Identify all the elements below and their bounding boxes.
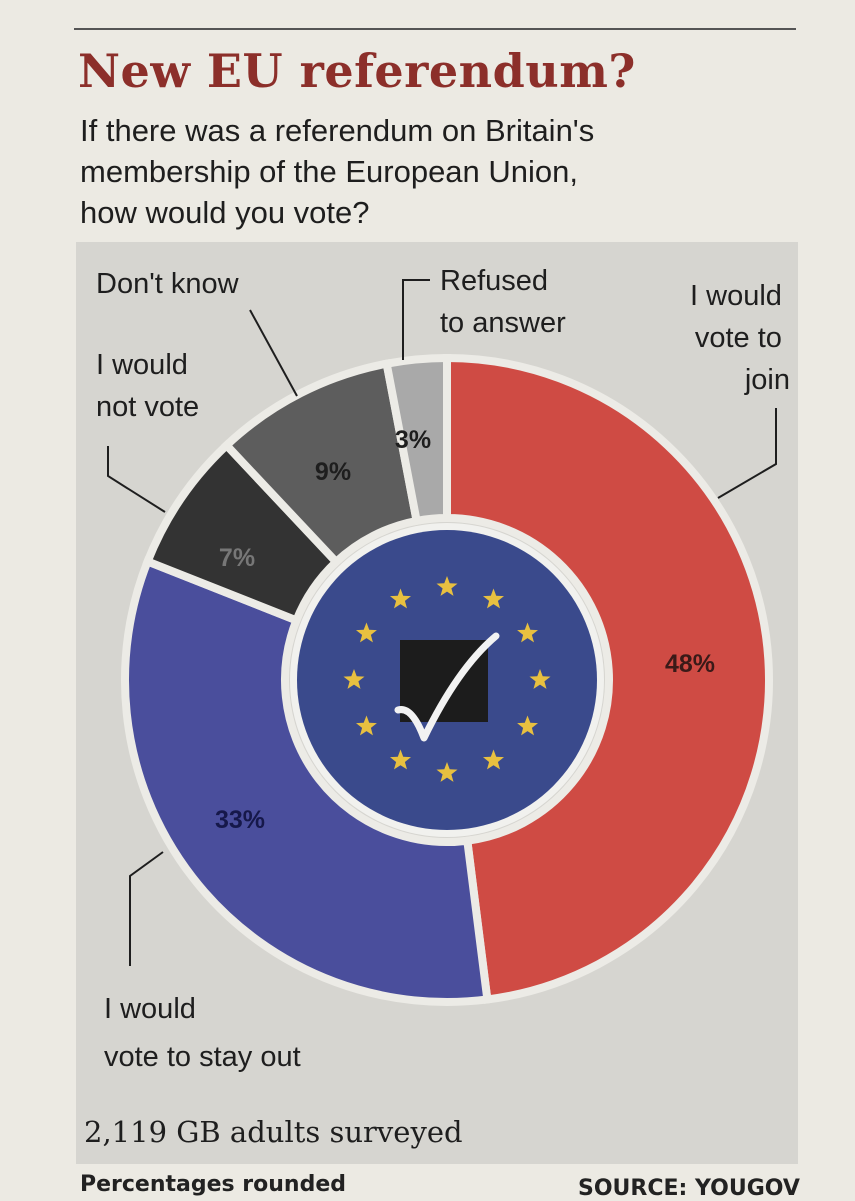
star-icon	[390, 749, 411, 770]
slice-value-join: 48%	[665, 650, 715, 678]
subtitle-line-1: If there was a referendum on Britain's	[80, 113, 595, 148]
label-not-vote: I would not vote	[96, 349, 199, 423]
slice-stay-out	[121, 556, 492, 1006]
star-icon	[343, 669, 365, 689]
star-icon	[356, 715, 377, 736]
survey-note: 2,119 GB adults surveyed	[84, 1115, 463, 1149]
slice-refused	[381, 353, 451, 526]
star-icon	[529, 669, 551, 689]
star-icon	[483, 588, 504, 609]
slice-value-dont-know: 9%	[315, 458, 351, 486]
label-stay-out: I would vote to stay out	[104, 993, 301, 1073]
label-dont-know: Don't know	[96, 268, 240, 300]
leader-lines	[107, 279, 777, 966]
star-icon	[517, 715, 538, 736]
chart-subtitle: If there was a referendum on Britain's m…	[80, 110, 760, 233]
label-refused: Refused to answer	[440, 265, 566, 339]
slice-value-refused: 3%	[395, 426, 431, 454]
star-icon	[436, 762, 458, 782]
label-join: I would vote to join	[690, 280, 790, 396]
star-icon	[483, 749, 504, 770]
eu-flag-ballot-check-icon	[297, 530, 597, 830]
slice-join	[443, 353, 773, 1004]
footer-source: SOURCE: YOUGOV	[578, 1176, 800, 1201]
star-icon	[356, 622, 377, 643]
chart-title: New EU referendum?	[78, 44, 636, 98]
star-icon	[390, 588, 411, 609]
star-icon	[517, 622, 538, 643]
subtitle-line-2: membership of the European Union,	[80, 154, 579, 189]
top-rule	[74, 28, 796, 30]
subtitle-line-3: how would you vote?	[80, 195, 370, 230]
footer-rounded-note: Percentages rounded	[80, 1172, 347, 1197]
star-icon	[436, 576, 458, 596]
slice-value-not-vote: 7%	[219, 544, 255, 572]
slice-value-stay-out: 33%	[215, 806, 265, 834]
